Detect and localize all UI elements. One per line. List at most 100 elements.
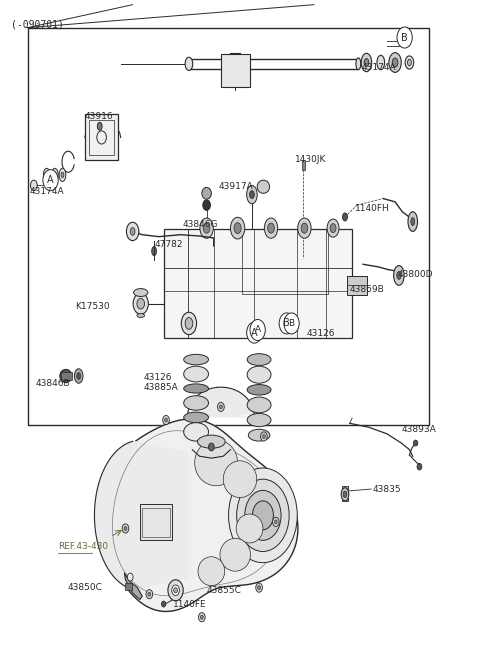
Ellipse shape <box>275 520 277 524</box>
Text: 43174A: 43174A <box>29 187 64 197</box>
Ellipse shape <box>122 524 129 533</box>
Ellipse shape <box>77 373 81 380</box>
Ellipse shape <box>236 514 263 543</box>
Ellipse shape <box>413 440 418 446</box>
Ellipse shape <box>184 366 208 382</box>
Text: 43869B: 43869B <box>350 284 384 294</box>
Ellipse shape <box>356 58 361 70</box>
Text: 43916: 43916 <box>85 112 114 121</box>
Circle shape <box>247 322 262 343</box>
Ellipse shape <box>195 440 238 486</box>
Ellipse shape <box>397 271 401 279</box>
Ellipse shape <box>185 317 193 329</box>
Ellipse shape <box>181 312 197 335</box>
Ellipse shape <box>184 384 208 393</box>
Ellipse shape <box>341 488 349 501</box>
Bar <box>140 504 172 541</box>
Ellipse shape <box>405 56 414 69</box>
Text: 43126: 43126 <box>307 329 336 339</box>
Polygon shape <box>188 387 254 416</box>
Bar <box>61 372 72 380</box>
Bar <box>164 230 352 338</box>
Text: 1140FH: 1140FH <box>355 204 389 213</box>
Ellipse shape <box>199 612 205 622</box>
Ellipse shape <box>408 212 418 232</box>
Ellipse shape <box>247 185 257 204</box>
Ellipse shape <box>61 172 64 178</box>
Text: 43846B: 43846B <box>36 379 71 388</box>
Ellipse shape <box>165 418 168 422</box>
Text: (-090701): (-090701) <box>11 20 64 30</box>
Ellipse shape <box>198 557 225 585</box>
Ellipse shape <box>45 172 48 178</box>
Ellipse shape <box>258 585 261 589</box>
Text: B: B <box>283 318 290 329</box>
Text: REF.43-430: REF.43-430 <box>58 543 108 551</box>
Ellipse shape <box>417 463 422 470</box>
Text: 47782: 47782 <box>155 240 183 249</box>
Text: K17530: K17530 <box>75 302 110 312</box>
Ellipse shape <box>247 397 271 412</box>
Ellipse shape <box>148 592 151 596</box>
Ellipse shape <box>298 218 311 238</box>
Text: A: A <box>251 327 258 338</box>
Text: 43893A: 43893A <box>401 426 436 434</box>
Ellipse shape <box>130 228 135 236</box>
Ellipse shape <box>392 58 398 67</box>
Ellipse shape <box>268 223 275 233</box>
Ellipse shape <box>97 122 102 130</box>
Ellipse shape <box>74 369 83 383</box>
Circle shape <box>284 313 299 334</box>
Text: 43885A: 43885A <box>144 383 179 391</box>
Ellipse shape <box>257 180 270 193</box>
Bar <box>342 486 348 501</box>
Ellipse shape <box>126 222 139 241</box>
Text: 43800D: 43800D <box>397 270 433 279</box>
Text: 1430JK: 1430JK <box>295 154 326 164</box>
Ellipse shape <box>263 434 265 438</box>
Text: 43846G: 43846G <box>183 220 218 229</box>
Ellipse shape <box>184 412 208 422</box>
Text: 43126: 43126 <box>144 373 172 382</box>
Ellipse shape <box>60 370 72 383</box>
Ellipse shape <box>203 200 210 211</box>
Circle shape <box>237 479 289 552</box>
Text: B: B <box>288 319 295 328</box>
Ellipse shape <box>127 573 133 581</box>
Bar <box>89 119 115 155</box>
Polygon shape <box>95 442 188 589</box>
Ellipse shape <box>133 288 148 296</box>
Ellipse shape <box>273 517 279 527</box>
Bar <box>142 508 170 537</box>
Ellipse shape <box>220 539 251 571</box>
Ellipse shape <box>133 293 148 314</box>
Ellipse shape <box>137 314 144 317</box>
Ellipse shape <box>31 180 37 191</box>
Ellipse shape <box>247 366 271 383</box>
Ellipse shape <box>137 298 144 309</box>
Ellipse shape <box>234 222 241 234</box>
Ellipse shape <box>364 59 369 67</box>
Text: A: A <box>254 325 261 335</box>
Bar <box>221 54 250 87</box>
Ellipse shape <box>223 461 257 498</box>
Ellipse shape <box>411 218 415 226</box>
Ellipse shape <box>377 55 384 70</box>
Ellipse shape <box>327 219 339 237</box>
Ellipse shape <box>248 429 270 441</box>
Ellipse shape <box>152 247 156 255</box>
Text: A: A <box>47 175 54 185</box>
Ellipse shape <box>184 354 208 365</box>
Ellipse shape <box>184 422 208 441</box>
Ellipse shape <box>264 218 278 238</box>
Ellipse shape <box>219 405 222 409</box>
Circle shape <box>252 501 274 530</box>
Text: B: B <box>401 32 408 42</box>
Circle shape <box>250 319 265 341</box>
Ellipse shape <box>389 53 401 73</box>
Ellipse shape <box>343 213 348 221</box>
Bar <box>85 114 118 160</box>
Ellipse shape <box>208 443 214 451</box>
Ellipse shape <box>217 403 224 411</box>
Circle shape <box>43 170 58 191</box>
